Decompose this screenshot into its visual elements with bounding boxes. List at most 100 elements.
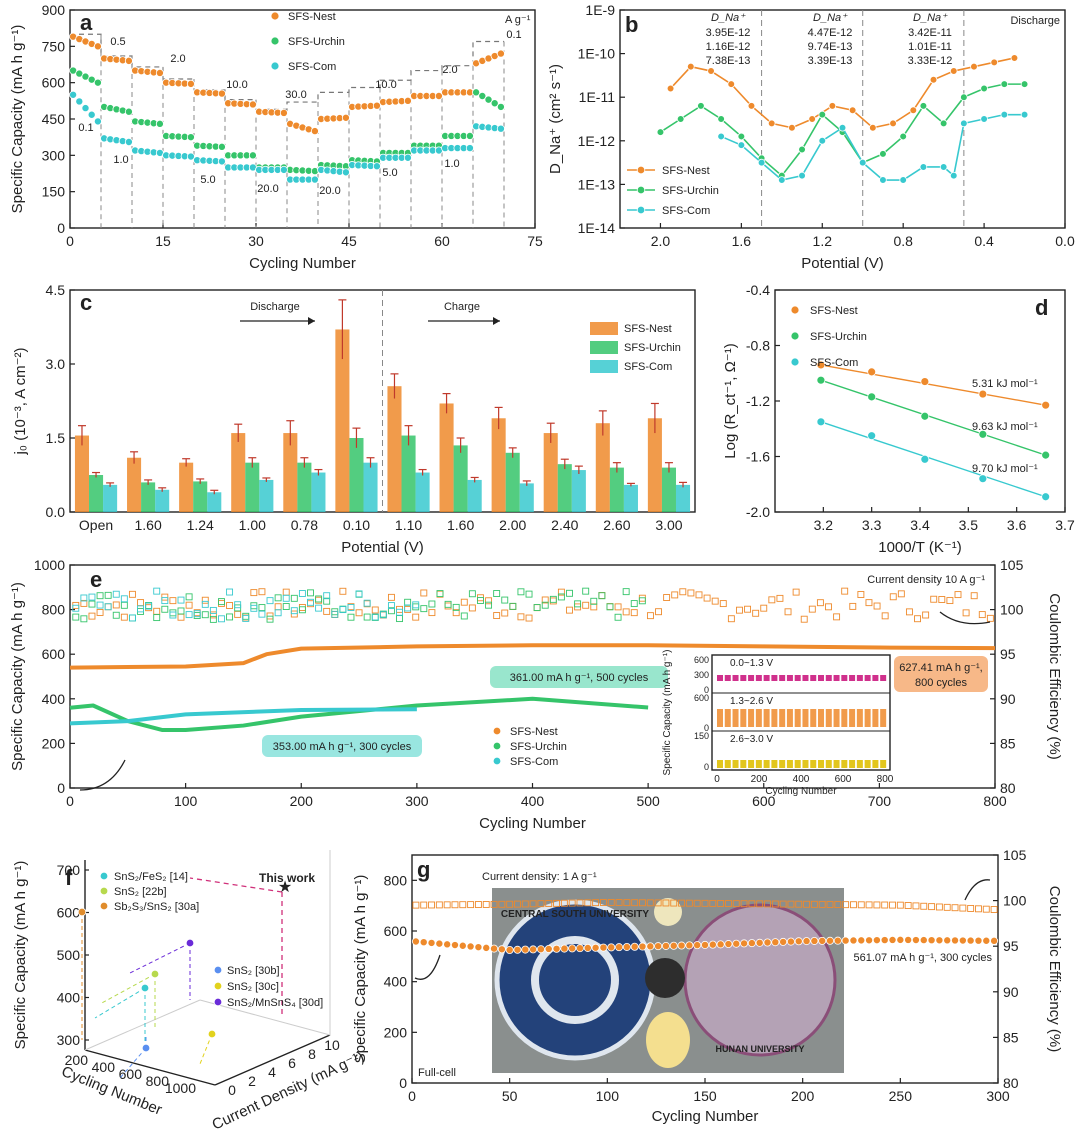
- panel-c-bar-2: [675, 484, 691, 512]
- panel-b-table-com: 7.38E-13: [706, 55, 751, 67]
- panel-e-ce-point-1: [218, 598, 225, 606]
- panel-g-capacity-point: [435, 939, 444, 948]
- panel-e-xtick-label: 500: [636, 793, 660, 809]
- panel-b-xtick-label: 0.0: [1055, 233, 1075, 249]
- panel-e-legend-marker-1: [492, 741, 502, 751]
- panel-e-inset-bar-mid: [786, 709, 793, 727]
- panel-g-capacity-point: [552, 944, 561, 953]
- panel-e-ce-point-1: [436, 590, 444, 597]
- panel-g-ce-point: [490, 900, 498, 908]
- panel-e-ce-point-0: [282, 588, 290, 596]
- panel-b-point-0: [828, 102, 837, 110]
- panel-d-point-2: [978, 474, 988, 484]
- panel-g-ce-point: [662, 899, 670, 907]
- panel-g-ce-point: [959, 904, 967, 912]
- panel-g-capacity-point: [443, 940, 452, 949]
- panel-a-rate-label: 1.0: [113, 154, 128, 166]
- panel-g-capacity-point: [919, 936, 928, 945]
- panel-g-ce-point: [639, 899, 646, 907]
- panel-a-point-nest: [403, 96, 412, 105]
- panel-e-ce-point-2: [112, 590, 120, 598]
- panel-e-ce-point-0: [833, 613, 841, 621]
- panel-g-ce-point: [654, 899, 662, 907]
- panel-d-point-2: [920, 454, 930, 464]
- panel-b-point-2: [778, 176, 786, 184]
- panel-g-capacity-point: [474, 943, 483, 952]
- panel-e-inset-xtick: 800: [877, 774, 894, 785]
- panel-b-point-2: [960, 119, 968, 128]
- panel-e-arrow-left: [79, 759, 126, 791]
- panel-e-ce-point-2: [363, 599, 371, 607]
- panel-g-ce-point: [889, 901, 896, 909]
- panel-d-point-2: [816, 417, 826, 427]
- panel-g-ce-point: [482, 901, 490, 908]
- panel-c-discharge-label: Discharge: [250, 301, 300, 313]
- panel-d-xtick-label: 3.6: [1007, 517, 1027, 533]
- panel-f-xtick-label: 600: [119, 1066, 143, 1082]
- panel-g-photo-logo-right: [683, 903, 837, 1057]
- panel-d-xtick-label: 3.2: [814, 517, 834, 533]
- panel-a-point-nest: [93, 42, 102, 51]
- panel-g-capacity-point: [622, 942, 631, 951]
- panel-e-ce-point-2: [242, 614, 250, 622]
- panel-b-xtick-label: 0.8: [893, 233, 913, 249]
- panel-g-capacity-point: [732, 939, 741, 948]
- panel-g-capacity-point: [849, 936, 858, 945]
- panel-e-ce-point-0: [760, 604, 768, 612]
- panel-a-point-urchin: [465, 131, 474, 140]
- panel-b-point-2: [899, 176, 907, 184]
- panel-e-inset-bar-bot: [740, 760, 747, 768]
- panel-c-bar-1: [661, 467, 676, 512]
- panel-g-final-capacity: 561.07 mA h g⁻¹, 300 cycles: [854, 952, 993, 964]
- panel-c-charge-label: Charge: [444, 301, 480, 313]
- panel-b-ytick-label: 1E-9: [585, 2, 615, 18]
- panel-b-point-0: [707, 67, 715, 75]
- panel-e-ce-point-1: [477, 597, 484, 604]
- panel-c-letter: c: [80, 290, 92, 315]
- panel-a-point-com: [87, 110, 96, 119]
- panel-c-legend-0: SFS-Nest: [624, 323, 672, 335]
- panel-a-point-com: [93, 117, 102, 126]
- panel-e-xtick-label: 800: [983, 793, 1007, 809]
- panel-g-capacity-point: [521, 945, 530, 954]
- panel-c-bar-1: [609, 467, 624, 512]
- panel-a-point-com: [75, 97, 84, 106]
- panel-e-ce-point-0: [954, 591, 962, 599]
- panel-c-ylabel: j₀ (10⁻³, A cm⁻²): [12, 347, 29, 455]
- panel-g-capacity-point: [857, 936, 866, 945]
- panel-a-rate-label: 0.1: [506, 29, 521, 41]
- panel-c-bar-0: [231, 433, 246, 512]
- panel-f-xtick-label: 800: [146, 1073, 170, 1089]
- panel-e-y2tick-label: 90: [1000, 691, 1016, 707]
- panel-b-point-2: [838, 123, 847, 132]
- panel-a-xtick-label: 30: [248, 233, 264, 249]
- panel-g-y2tick-label: 90: [1003, 984, 1019, 1000]
- panel-e-inset-bar-mid: [841, 709, 848, 727]
- panel-f-this-work-guide: [189, 877, 283, 1015]
- panel-e-ce-point-2: [218, 615, 225, 623]
- panel-c-bar-1: [349, 438, 364, 512]
- panel-f-ztick-label: 10: [324, 1037, 340, 1053]
- panel-e-capacity-2: [69, 707, 417, 726]
- panel-e-inset-ytick: 300: [694, 670, 709, 680]
- panel-b-ylabel: D_Na⁺ (cm² s⁻¹): [547, 64, 564, 174]
- panel-b-point-2: [717, 132, 725, 141]
- panel-e-inset-bar-top: [880, 675, 887, 681]
- panel-g-capacity-point: [755, 938, 764, 947]
- panel-a-point-urchin: [124, 107, 133, 116]
- panel-b-point-1: [697, 102, 705, 110]
- panel-e-inset-bar-top: [763, 675, 770, 681]
- panel-e-ce-point-1: [509, 602, 517, 610]
- panel-e-inset-bar-mid: [732, 709, 739, 727]
- panel-e-inset-bar-mid: [779, 709, 786, 727]
- panel-e-ce-point-0: [752, 609, 760, 617]
- panel-a-rate-label: 10.0: [375, 79, 396, 91]
- panel-e-ce-point-2: [347, 604, 355, 611]
- panel-e-inset-bar-bot: [763, 760, 770, 768]
- panel-c-xtick-label: 0.10: [343, 517, 370, 533]
- panel-g-capacity-point: [419, 938, 428, 947]
- panel-g-capacity-point: [982, 936, 991, 945]
- panel-g-capacity-point: [763, 938, 772, 947]
- panel-g-ce-point: [834, 901, 842, 909]
- panel-e-xlabel: Cycling Number: [479, 815, 586, 832]
